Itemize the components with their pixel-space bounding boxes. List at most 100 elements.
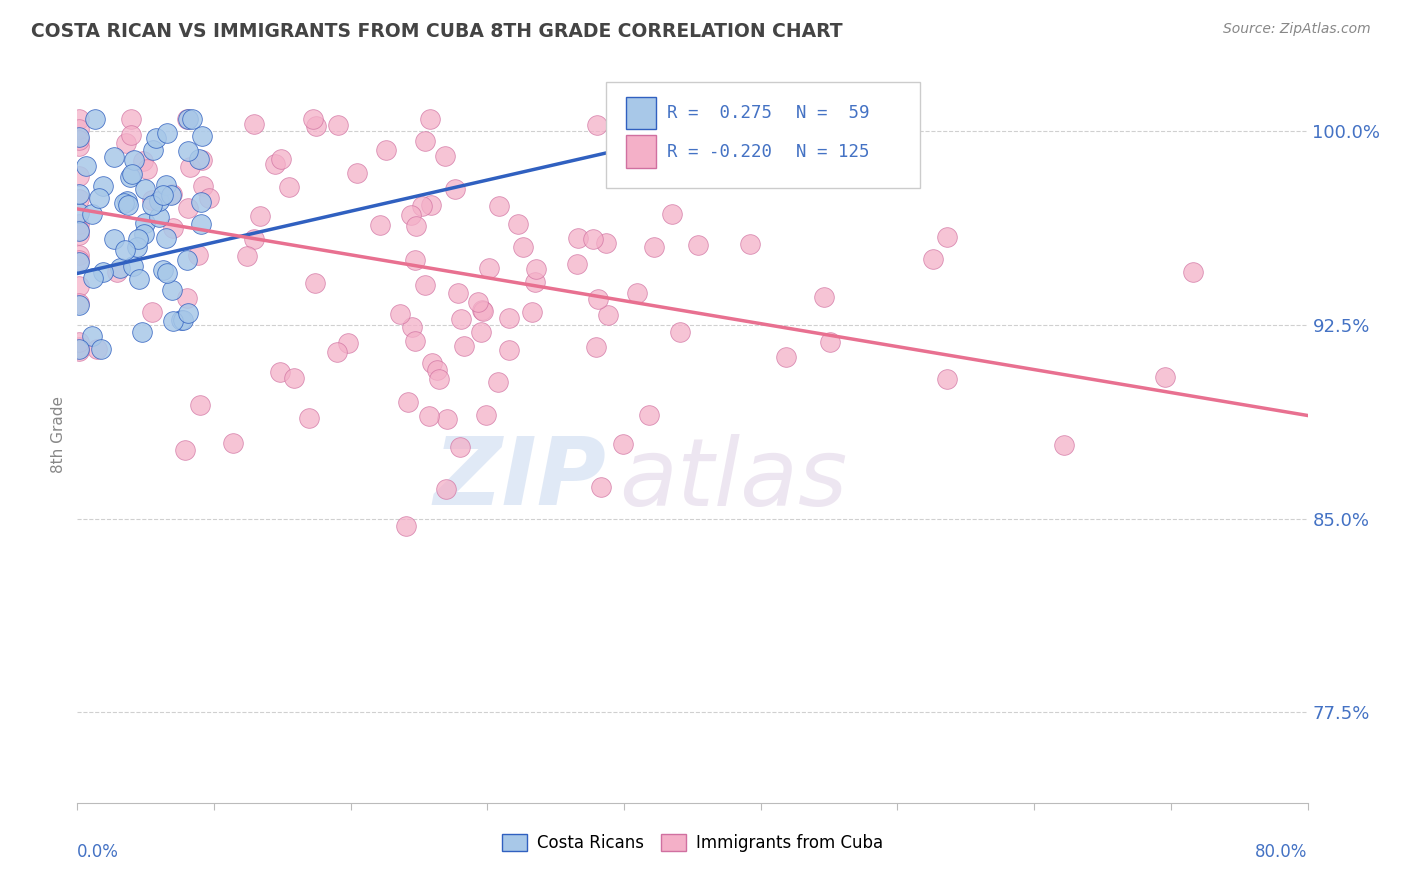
Point bbox=[176, 253, 198, 268]
Point bbox=[524, 276, 547, 290]
FancyBboxPatch shape bbox=[626, 136, 655, 168]
Point bbox=[404, 334, 426, 348]
Point bbox=[75, 159, 97, 173]
Point bbox=[589, 480, 612, 494]
Point bbox=[413, 134, 436, 148]
Point bbox=[67, 255, 90, 269]
Point bbox=[243, 117, 266, 131]
Point bbox=[67, 298, 90, 312]
Point bbox=[141, 198, 163, 212]
Point bbox=[775, 350, 797, 364]
Point bbox=[413, 277, 436, 292]
Point bbox=[626, 286, 648, 301]
Point bbox=[179, 161, 201, 175]
Point bbox=[582, 232, 605, 246]
Point bbox=[67, 296, 90, 310]
Point bbox=[67, 192, 90, 206]
Point bbox=[420, 198, 443, 212]
Point bbox=[638, 409, 661, 423]
Point bbox=[120, 128, 142, 142]
Point bbox=[82, 329, 104, 343]
Point bbox=[444, 182, 467, 196]
Point bbox=[740, 236, 762, 251]
Point bbox=[270, 152, 292, 166]
Point bbox=[176, 291, 198, 305]
Point bbox=[114, 136, 136, 150]
Text: 0.0%: 0.0% bbox=[77, 843, 120, 862]
Point bbox=[471, 302, 494, 317]
Point bbox=[152, 263, 174, 277]
Text: N =  59: N = 59 bbox=[796, 104, 869, 122]
Text: 80.0%: 80.0% bbox=[1256, 843, 1308, 862]
Point bbox=[152, 188, 174, 202]
Point bbox=[470, 325, 492, 339]
Point bbox=[187, 152, 209, 166]
Point bbox=[121, 167, 143, 181]
Point bbox=[283, 371, 305, 385]
Point bbox=[450, 312, 472, 326]
Point bbox=[67, 227, 90, 242]
Point bbox=[67, 206, 90, 220]
Point bbox=[90, 342, 112, 356]
Point bbox=[818, 335, 841, 350]
Point bbox=[190, 217, 212, 231]
Point bbox=[169, 313, 191, 327]
Point bbox=[661, 207, 683, 221]
Point bbox=[419, 112, 441, 126]
Point bbox=[471, 303, 494, 318]
Point bbox=[156, 266, 179, 280]
Point bbox=[222, 435, 245, 450]
Point bbox=[486, 375, 509, 389]
Point bbox=[162, 186, 184, 201]
Point bbox=[395, 519, 418, 533]
Point bbox=[121, 260, 143, 274]
Point bbox=[669, 325, 692, 339]
Point bbox=[67, 253, 90, 268]
Point bbox=[155, 231, 177, 245]
Point bbox=[134, 182, 156, 196]
Point bbox=[128, 272, 150, 286]
Point bbox=[142, 143, 165, 157]
Point bbox=[264, 157, 287, 171]
Point bbox=[117, 194, 139, 208]
Point bbox=[188, 398, 211, 412]
Point bbox=[80, 207, 103, 221]
Point bbox=[405, 219, 427, 233]
Point bbox=[118, 169, 141, 184]
Text: COSTA RICAN VS IMMIGRANTS FROM CUBA 8TH GRADE CORRELATION CHART: COSTA RICAN VS IMMIGRANTS FROM CUBA 8TH … bbox=[31, 22, 842, 41]
Point bbox=[67, 217, 90, 231]
Point bbox=[180, 112, 202, 126]
Point bbox=[131, 325, 153, 339]
Point bbox=[249, 209, 271, 223]
Point bbox=[396, 395, 419, 409]
Point bbox=[643, 240, 665, 254]
Point bbox=[586, 292, 609, 306]
Point bbox=[488, 199, 510, 213]
Point bbox=[187, 248, 209, 262]
Point bbox=[67, 133, 90, 147]
Point bbox=[134, 216, 156, 230]
Point bbox=[67, 186, 90, 201]
Point bbox=[89, 191, 111, 205]
Point bbox=[302, 112, 325, 126]
Y-axis label: 8th Grade: 8th Grade bbox=[51, 396, 66, 474]
Point bbox=[172, 313, 194, 327]
Point bbox=[269, 365, 291, 379]
Point bbox=[141, 194, 163, 208]
Point bbox=[404, 252, 426, 267]
Point bbox=[478, 261, 501, 276]
Point bbox=[304, 277, 326, 291]
Point bbox=[467, 295, 489, 310]
Point bbox=[103, 151, 125, 165]
Point bbox=[67, 169, 90, 184]
Point bbox=[162, 314, 184, 328]
Point bbox=[298, 411, 321, 425]
Point bbox=[162, 221, 184, 235]
Point bbox=[336, 336, 359, 351]
Point bbox=[108, 261, 131, 276]
Point bbox=[436, 412, 458, 426]
Point bbox=[105, 265, 128, 279]
Point bbox=[1053, 438, 1076, 452]
Point bbox=[141, 305, 163, 319]
Point bbox=[120, 112, 142, 126]
